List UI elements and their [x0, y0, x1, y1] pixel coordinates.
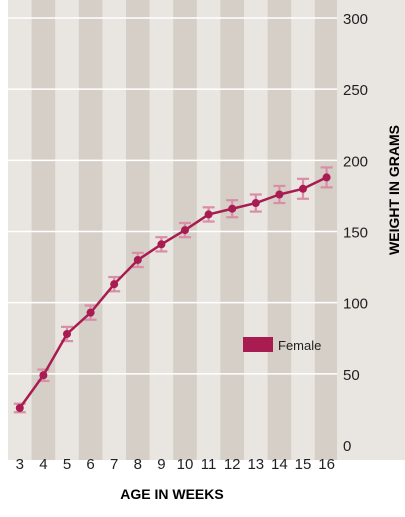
data-line [18, 176, 328, 409]
legend-swatch-female [243, 337, 273, 352]
x-tick-label: 15 [295, 456, 312, 473]
legend: Female [243, 337, 321, 353]
column-band [78, 0, 103, 460]
x-tick-label: 9 [157, 456, 165, 473]
y-tick-label: 300 [343, 11, 368, 28]
x-tick-label: 6 [86, 456, 94, 473]
x-tick-labels: 3 4 5 6 7 8 9 10 11 12 13 14 15 16 [16, 456, 335, 473]
column-band [31, 0, 56, 460]
x-tick-label: 8 [134, 456, 142, 473]
data-points [15, 173, 331, 412]
legend-label-female: Female [278, 338, 321, 353]
series-line-female [18, 176, 328, 409]
y-tick-label: 0 [343, 438, 351, 455]
data-point [86, 308, 95, 317]
data-point [133, 255, 142, 264]
data-point [63, 329, 71, 338]
data-point [204, 210, 213, 219]
data-point [181, 226, 189, 235]
data-point [299, 184, 307, 193]
y-tick-labels: 0 50 100 150 200 250 300 [343, 11, 368, 455]
data-point [228, 204, 237, 213]
y-tick-label: 200 [343, 153, 368, 170]
x-tick-label: 13 [247, 456, 264, 473]
data-point [157, 240, 166, 249]
x-tick-label: 10 [177, 456, 194, 473]
x-tick-label: 14 [271, 456, 288, 473]
y-tick-label: 50 [343, 367, 360, 384]
x-axis-title: AGE IN WEEKS [120, 486, 223, 502]
data-point [15, 403, 24, 412]
data-point [39, 371, 48, 380]
y-tick-label: 250 [343, 82, 368, 99]
x-tick-label: 7 [110, 456, 118, 473]
y-axis-panel [337, 0, 405, 460]
x-tick-label: 12 [224, 456, 241, 473]
y-axis-title: WEIGHT IN GRAMS [386, 125, 402, 255]
data-point [251, 199, 260, 208]
x-tick-label: 11 [201, 456, 217, 473]
column-band [126, 0, 150, 460]
data-point [275, 190, 284, 199]
plot-background [8, 0, 405, 460]
x-tick-label: 16 [318, 456, 335, 473]
column-band [220, 0, 244, 460]
x-tick-label: 3 [16, 456, 24, 473]
data-point [322, 173, 331, 182]
x-tick-label: 4 [39, 456, 47, 473]
grid-lines [8, 17, 337, 375]
column-band [267, 0, 292, 460]
y-tick-label: 100 [343, 296, 368, 313]
data-point [110, 280, 119, 289]
x-tick-label: 5 [63, 456, 71, 473]
column-band [314, 0, 339, 460]
y-tick-label: 150 [343, 225, 368, 242]
